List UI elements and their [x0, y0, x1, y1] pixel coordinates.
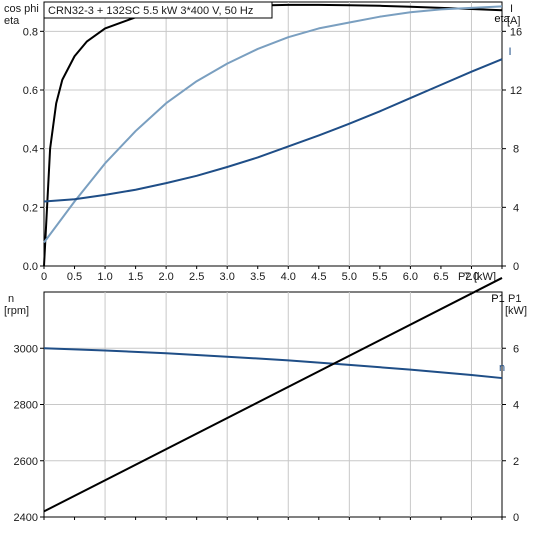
- top-left-tick-label: 0.4: [23, 144, 38, 156]
- bottom-right-tick-label: 2: [513, 456, 519, 468]
- bottom-left-tick-label: 2800: [14, 400, 38, 412]
- left-axis-label-n: n: [8, 293, 14, 305]
- top-right-tick-label: 4: [513, 202, 519, 214]
- top-x-tick-label: 6.0: [403, 271, 418, 283]
- bottom-panel: n P1 2400 2600 2800 3000 0 2 4 6 n [rpm] P1 [kW]: [4, 277, 527, 524]
- top-right-tick-label: 0: [513, 261, 519, 273]
- x-end-label-p2: P2: [458, 271, 471, 283]
- top-x-tick-label: 3.5: [250, 271, 265, 283]
- top-x-tick-label: 0: [41, 271, 47, 283]
- right-axis-label-i: I: [510, 3, 513, 15]
- top-x-tick-label: 3.0: [220, 271, 235, 283]
- bottom-ticks: 2400 2600 2800 3000 0 2 4 6: [14, 343, 520, 524]
- top-x-tick-label: 4.5: [311, 271, 326, 283]
- series-line-cos-phi: [43, 5, 503, 244]
- series-label-i: I: [508, 46, 511, 58]
- top-left-tick-label: 0.2: [23, 202, 38, 214]
- bottom-left-tick-label: 2600: [14, 456, 38, 468]
- top-grid: [44, 2, 502, 266]
- bottom-left-tick-label: 3000: [14, 343, 38, 355]
- x-unit-label: [kW]: [474, 271, 496, 283]
- title-box: [43, 1, 273, 19]
- bottom-series: n P1: [43, 277, 505, 513]
- top-right-tick-label: 8: [513, 144, 519, 156]
- left-axis-label-cosphi: cos phi: [4, 3, 39, 15]
- top-left-tick-label: 0.6: [23, 85, 38, 97]
- top-x-tick-label: 0.5: [67, 271, 82, 283]
- top-x-tick-label: 1.0: [97, 271, 112, 283]
- series-label-p1: P1: [491, 293, 504, 305]
- top-panel: etacos phiI 0.00.20.40.60.8048121600.51.…: [4, 1, 522, 283]
- series-line-n: [43, 347, 503, 380]
- series-line-i: [43, 58, 503, 203]
- top-right-tick-label: 16: [510, 26, 522, 38]
- left-axis-label-eta: eta: [4, 15, 20, 27]
- top-x-tick-label: 6.5: [433, 271, 448, 283]
- top-x-tick-label: 5.0: [342, 271, 357, 283]
- chart-title: CRN32-3 + 132SC 5.5 kW 3*400 V, 50 Hz: [48, 5, 253, 17]
- top-x-tick-label: 5.5: [372, 271, 387, 283]
- top-x-tick-label: 7.0: [464, 271, 479, 283]
- top-x-tick-label: 4.0: [281, 271, 296, 283]
- bottom-right-tick-label: 4: [513, 400, 519, 412]
- top-left-tick-label: 0.8: [23, 26, 38, 38]
- top-panel-frame: [43, 1, 503, 267]
- top-x-tick-label: 2.5: [189, 271, 204, 283]
- top-left-tick-label: 0.0: [23, 261, 38, 273]
- bottom-left-tick-label: 2400: [14, 512, 38, 524]
- right-axis-unit-a: [A]: [507, 15, 520, 27]
- top-ticks: 0.0 0.2 0.4 0.6 0.8 0 4 8 12 16 0 0.5 1.0 1.5 2.0 2.5 3.…: [23, 26, 522, 283]
- right-axis-label-p1: P1: [508, 293, 521, 305]
- left-axis-unit-rpm: [rpm]: [4, 305, 29, 317]
- series-label-n: n: [499, 362, 505, 374]
- right-axis-unit-kw: [kW]: [505, 305, 527, 317]
- top-x-tick-label: 2.0: [158, 271, 173, 283]
- bottom-right-tick-label: 6: [513, 343, 519, 355]
- series-line-p1: [43, 277, 503, 513]
- series-label-eta: eta: [494, 13, 510, 25]
- top-x-tick-label: 1.5: [128, 271, 143, 283]
- top-right-tick-label: 12: [510, 85, 522, 97]
- bottom-grid: [44, 292, 502, 517]
- bottom-right-tick-label: 0: [513, 512, 519, 524]
